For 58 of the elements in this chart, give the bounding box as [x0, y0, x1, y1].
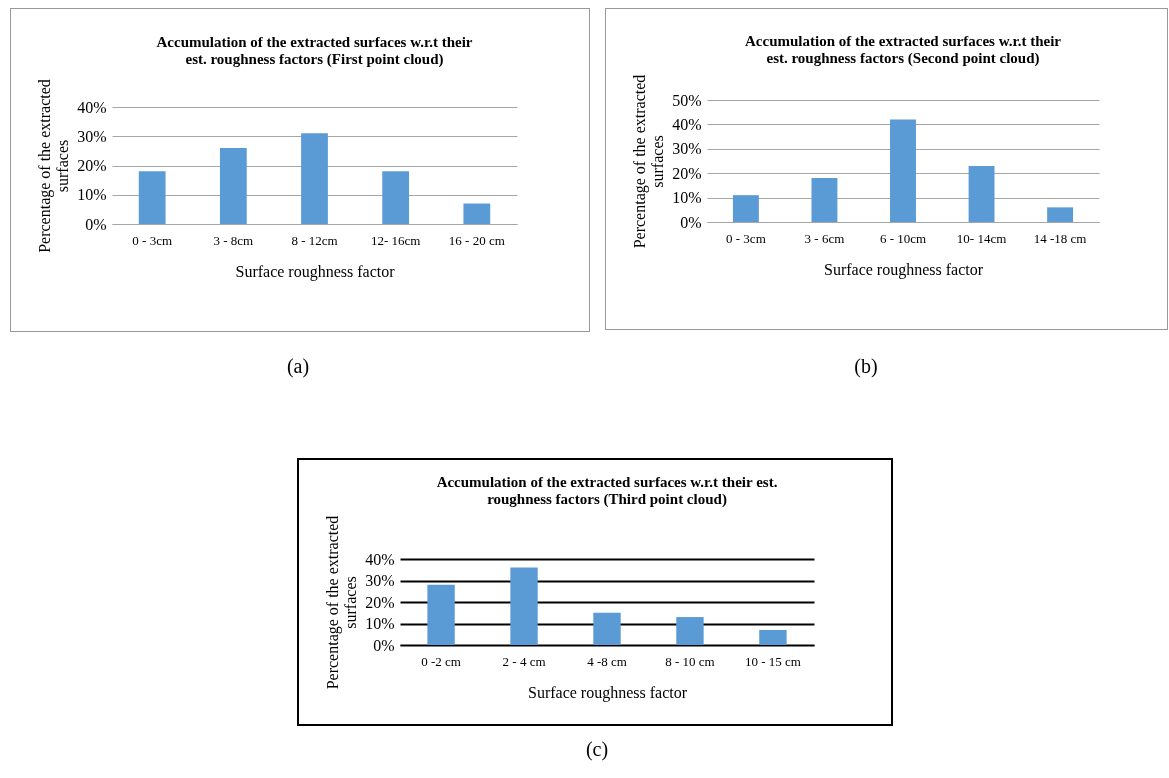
y-tick-label: 10% — [672, 189, 702, 207]
x-tick-label: 2 - 4 cm — [502, 653, 546, 669]
bar — [138, 171, 166, 224]
x-tick-label: 4 -8 cm — [587, 653, 627, 669]
bar — [732, 195, 759, 222]
text: (c) — [584, 738, 610, 761]
bar — [427, 584, 455, 645]
y-tick-label: 30% — [365, 572, 395, 589]
x-tick-label: 10- 14cm — [956, 230, 1007, 246]
y-tick-label: 10% — [77, 186, 107, 204]
x-tick-label: 0 -2 cm — [421, 653, 461, 669]
bar — [811, 178, 838, 222]
x-tick-label: 6 - 10cm — [879, 230, 927, 246]
y-tick-label: 30% — [672, 140, 702, 158]
y-tick-label: 0% — [680, 213, 702, 231]
x-tick-label: 10 - 15 cm — [744, 653, 801, 669]
y-tick-label: 30% — [77, 127, 107, 145]
x-tick-label: 3 - 6cm — [804, 230, 845, 246]
x-tick-label: 8 - 12cm — [291, 232, 338, 248]
y-tick-label: 0% — [373, 636, 395, 654]
bar — [301, 133, 328, 224]
x-tick-label: 14 -18 cm — [1033, 230, 1087, 246]
y-axis-title: Percentage of the extracted surfaces — [631, 74, 667, 249]
bar — [890, 119, 916, 222]
x-tick-label: 0 - 3cm — [132, 232, 173, 248]
bar — [382, 171, 410, 224]
y-tick-label: 40% — [77, 98, 107, 116]
bar — [759, 629, 787, 645]
y-tick-label: 20% — [77, 157, 107, 174]
y-tick-label: 0% — [85, 215, 107, 233]
bar — [676, 617, 704, 645]
x-tick-label: 12- 16cm — [370, 232, 421, 248]
bar — [510, 567, 538, 645]
bar — [593, 612, 621, 645]
chart-title: Accumulation of the extracted surfaces w.r.t their est. roughness factors (Second point cloud) — [744, 33, 1062, 68]
x-tick-label: 8 - 10 cm — [665, 653, 715, 669]
bar — [219, 147, 247, 224]
chart-title: Accumulation of the extracted surfaces w.r.t their est. roughness factors (Third point cloud) — [436, 474, 778, 509]
bar — [968, 165, 995, 222]
x-tick-label: 16 - 20 cm — [448, 232, 505, 248]
y-tick-label: 40% — [672, 115, 702, 133]
chart-title: Accumulation of the extracted surfaces w.r.t their est. roughness factors (First point cloud) — [156, 33, 473, 68]
x-tick-label: 0 - 3cm — [726, 230, 766, 246]
bar — [463, 203, 491, 224]
text: (a) — [285, 355, 311, 378]
x-tick-label: 3 - 8cm — [213, 232, 254, 248]
y-axis-title: Percentage of the extracted surfaces — [36, 79, 72, 253]
y-tick-label: 50% — [672, 91, 702, 109]
y-tick-label: 20% — [365, 593, 395, 611]
text: (b) — [853, 355, 879, 378]
y-tick-label: 40% — [365, 550, 395, 568]
y-axis-title: Percentage of the extracted surfaces — [324, 515, 360, 690]
y-tick-label: 20% — [672, 164, 702, 182]
y-tick-label: 10% — [365, 615, 395, 632]
bar — [1047, 207, 1074, 222]
x-axis-title: Surface roughness factor — [527, 683, 688, 702]
x-axis-title: Surface roughness factor — [235, 262, 396, 281]
x-axis-title: Surface roughness factor — [823, 260, 984, 279]
